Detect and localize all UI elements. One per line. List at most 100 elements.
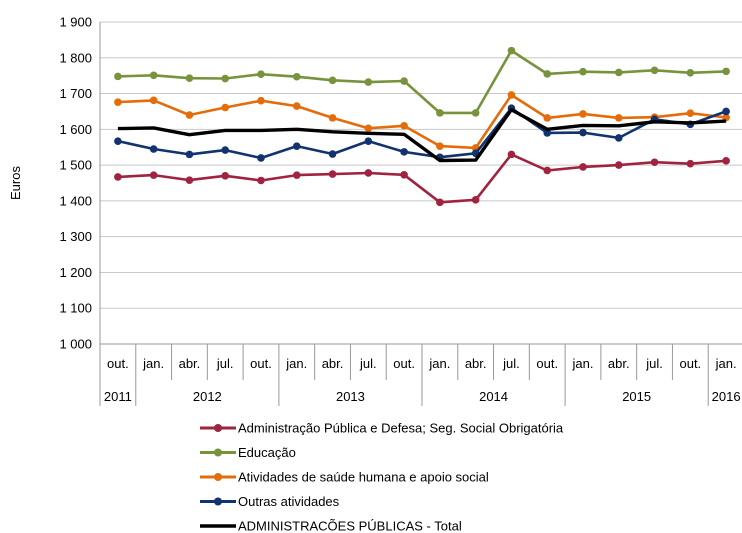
x-year-label: 2013 [336, 389, 365, 404]
data-point [400, 170, 408, 179]
data-point [221, 103, 230, 112]
data-point [149, 171, 158, 179]
series-line [117, 93, 727, 150]
series-group [114, 46, 730, 207]
gridlines [99, 21, 742, 345]
x-tick-label: out. [393, 356, 415, 371]
legend-label: Administração Pública e Defesa; Seg. Soc… [238, 421, 564, 436]
x-tick-label: jan. [572, 356, 594, 371]
y-tick-label: 1 900 [59, 15, 92, 30]
data-point [149, 71, 158, 80]
x-tick-label: jan. [428, 356, 450, 371]
data-point [257, 70, 265, 79]
data-point [114, 98, 122, 106]
data-point [722, 107, 730, 116]
data-point [400, 77, 408, 85]
data-point [257, 154, 265, 162]
data-point [185, 150, 194, 159]
data-point [579, 163, 587, 171]
x-year-label: 2016 [712, 389, 741, 404]
legend-marker [214, 473, 222, 481]
data-point [328, 170, 337, 178]
y-axis-label: Euros [8, 166, 23, 200]
legend-label: Atividades de saúde humana e apoio socia… [238, 470, 489, 485]
y-tick-label: 1 500 [59, 158, 92, 173]
data-point [221, 172, 230, 180]
y-tick-label: 1 400 [59, 193, 92, 208]
data-point [185, 111, 194, 119]
data-point [328, 76, 337, 85]
data-point [292, 102, 301, 110]
series-line [117, 49, 727, 115]
series-3 [114, 91, 730, 152]
y-tick-label: 1 100 [59, 301, 92, 316]
legend-item: Educação [200, 445, 296, 460]
legend-marker [214, 448, 222, 457]
data-point [328, 114, 337, 122]
series-5 [117, 107, 727, 163]
data-point [722, 113, 730, 122]
data-point [149, 145, 158, 153]
data-point [471, 109, 480, 117]
x-tick-label: jan. [285, 356, 307, 371]
data-point [686, 109, 695, 118]
data-point [436, 198, 444, 207]
y-tick-label: 1 700 [59, 86, 92, 101]
data-point [614, 134, 623, 142]
data-point [579, 128, 587, 137]
data-point [364, 124, 373, 133]
x-tick-label: out. [250, 356, 272, 371]
data-point [543, 114, 552, 122]
series-line [117, 106, 727, 160]
data-point [650, 158, 659, 167]
data-point [114, 137, 122, 145]
y-tick-label: 1 200 [59, 265, 92, 280]
legend-label: Outras atividades [238, 494, 340, 509]
data-point [185, 176, 194, 184]
x-year-label: 2012 [193, 389, 222, 404]
data-point [364, 78, 373, 86]
x-tick-label: jul. [645, 356, 663, 371]
data-point [579, 110, 587, 118]
y-tick-label: 1 000 [59, 337, 92, 352]
data-point [114, 173, 122, 181]
x-year-label: 2015 [622, 389, 651, 404]
data-point [507, 46, 516, 55]
data-point [614, 68, 623, 77]
legend-item: Atividades de saúde humana e apoio socia… [200, 470, 489, 485]
data-point [471, 196, 480, 204]
data-point [364, 169, 373, 177]
series-2 [114, 46, 730, 117]
data-point [400, 121, 408, 130]
data-point [185, 74, 194, 82]
series-line [117, 107, 727, 163]
legend-item: ADMINISTRACÕES PÚBLICAS - Total [200, 519, 462, 533]
data-point [686, 69, 695, 77]
data-point [579, 67, 587, 76]
data-point [614, 114, 623, 122]
y-tick-label: 1 800 [59, 50, 92, 65]
data-point [436, 109, 444, 117]
x-tick-label: jul. [359, 356, 377, 371]
data-point [400, 148, 408, 156]
data-point [543, 129, 552, 137]
data-point [257, 176, 265, 185]
data-point [114, 72, 122, 81]
legend-label: ADMINISTRACÕES PÚBLICAS - Total [238, 519, 462, 533]
x-year-label: 2014 [479, 389, 508, 404]
x-tick-label: abr. [608, 356, 630, 371]
data-point [328, 150, 337, 158]
data-point [543, 70, 552, 78]
data-point [722, 67, 730, 76]
data-point [543, 166, 552, 175]
data-point [686, 159, 695, 168]
x-tick-label: jul. [502, 356, 520, 371]
data-point [507, 91, 516, 99]
data-point [221, 146, 230, 154]
data-point [364, 137, 373, 145]
data-point [221, 74, 230, 83]
x-tick-label: jul. [216, 356, 234, 371]
x-tick-label: out. [679, 356, 701, 371]
x-tick-label: abr. [179, 356, 201, 371]
